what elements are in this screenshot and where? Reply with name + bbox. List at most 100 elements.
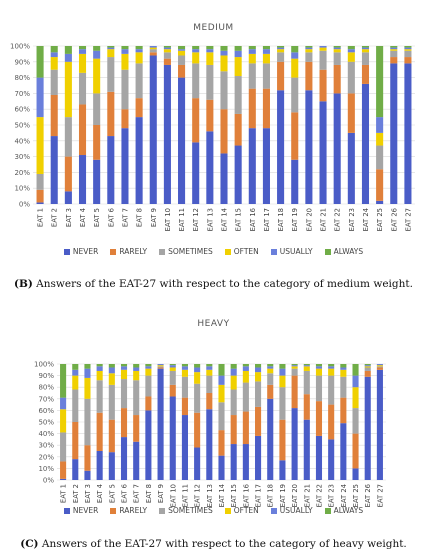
bar-segment-sometimes <box>404 50 412 58</box>
legend-swatch <box>324 508 331 514</box>
bar-segment-usually <box>93 50 101 59</box>
x-tick-label: EAT 15 <box>235 208 243 231</box>
bar-segment-always <box>133 364 140 368</box>
y-tick-label: 40% <box>38 430 54 438</box>
bar-segment-always <box>248 46 256 50</box>
x-tick-label: EAT 24 <box>362 208 370 231</box>
x-tick-label: EAT 26 <box>390 208 398 231</box>
bar-segment-rarely <box>255 406 262 436</box>
x-tick-label: EAT 5 <box>108 484 116 503</box>
bar-segment-always <box>78 46 87 50</box>
x-tick-label: EAT 13 <box>206 208 214 231</box>
bar-segment-never <box>220 153 228 204</box>
legend-label: OFTEN <box>233 247 259 256</box>
bar-segment-never <box>234 145 242 204</box>
x-tick-label: EAT 27 <box>404 208 412 231</box>
bar-segment-never <box>145 410 152 480</box>
bar-segment-rarely <box>163 58 171 65</box>
bar-segment-sometimes <box>135 63 143 99</box>
bar-segment-always <box>84 364 91 369</box>
bar-segment-usually <box>194 367 201 373</box>
bar-segment-often <box>206 369 213 376</box>
bar-segment-usually <box>347 49 355 53</box>
bar-segment-often <box>84 377 91 399</box>
x-tick-label: EAT 7 <box>133 484 141 503</box>
bar-segment-never <box>72 459 79 480</box>
bar-segment-always <box>169 364 176 366</box>
bar-segment-usually <box>78 49 87 54</box>
bar-segment-sometimes <box>319 50 327 70</box>
x-tick-label: EAT 26 <box>364 484 372 507</box>
bar-segment-usually <box>135 49 143 53</box>
bar-segment-often <box>315 368 323 376</box>
bar-segment-usually <box>60 397 67 410</box>
bar-segment-always <box>181 364 188 367</box>
x-tick-label: EAT 17 <box>263 208 271 231</box>
bar-segment-sometimes <box>340 376 347 398</box>
x-tick-label: EAT 4 <box>79 208 87 227</box>
bar-segment-sometimes <box>178 55 186 65</box>
bar-segment-never <box>84 470 91 480</box>
bar-segment-sometimes <box>145 375 152 397</box>
legend-label: OFTEN <box>233 506 259 515</box>
bar-segment-usually <box>181 366 188 370</box>
bar-segment-never <box>328 439 335 480</box>
stacked-bar-chart-medium: 0% 10% 20% 30% 40% 50% 60% 70% 80% 90% 100% EAT 1 EA… <box>10 43 415 231</box>
bar-segment-always <box>218 364 225 376</box>
x-tick-label: EAT 18 <box>277 208 285 231</box>
legend-swatch <box>110 508 117 514</box>
bar-segment-rarely <box>291 112 299 160</box>
bar-segment-usually <box>157 364 164 366</box>
bar-segment-always <box>64 46 72 54</box>
bar-segment-never <box>390 63 398 204</box>
bar-segment-often <box>36 117 44 174</box>
bar-segment-sometimes <box>181 376 188 398</box>
bar-segment-usually <box>376 117 384 133</box>
bar-segment-always <box>279 364 286 369</box>
bar-segment-often <box>149 47 157 50</box>
x-tick-label: EAT 4 <box>96 484 104 503</box>
legend-item: SOMETIMES <box>159 506 213 515</box>
x-tick-label: EAT 3 <box>65 208 73 227</box>
bar-segment-rarely <box>376 169 384 201</box>
legend-item: RARELY <box>110 247 147 256</box>
bar-segment-never <box>133 441 140 480</box>
bar-segment-never <box>194 447 201 480</box>
bar-segment-usually <box>305 47 313 50</box>
bar-segment-usually <box>64 53 72 62</box>
bar-segment-sometimes <box>36 173 44 190</box>
bar-segment-never <box>333 93 341 204</box>
bar-segment-always <box>178 46 186 50</box>
bar-segment-rarely <box>279 419 286 461</box>
bar-segment-rarely <box>181 397 188 416</box>
bar-segment-never <box>376 200 384 204</box>
x-tick-label: EAT 10 <box>164 208 172 231</box>
bar-segment-always <box>305 46 313 48</box>
bar-segment-sometimes <box>84 398 91 446</box>
legend-swatch <box>63 508 70 514</box>
x-tick-label: EAT 11 <box>178 208 186 231</box>
bar-segment-sometimes <box>93 93 101 125</box>
bar-segment-never <box>303 419 310 480</box>
bar-segment-never <box>242 444 249 480</box>
bar-segment-usually <box>340 367 347 370</box>
x-tick-label: EAT 18 <box>267 484 275 507</box>
y-tick-label: 40% <box>14 137 30 145</box>
bar-segment-never <box>262 128 270 204</box>
bar-segment-always <box>352 364 359 376</box>
bar-segment-often <box>157 365 164 367</box>
legend-item: OFTEN <box>224 506 259 515</box>
bar-segment-often <box>220 55 228 72</box>
bar-segment-usually <box>291 52 299 59</box>
bar-segment-rarely <box>340 397 347 424</box>
bar-segment-never <box>315 435 323 480</box>
legend-label: ALWAYS <box>333 506 364 515</box>
legend-swatch <box>324 249 331 255</box>
x-tick-label: EAT 11 <box>181 484 189 507</box>
bar-segment-often <box>64 61 72 118</box>
bar-segment-never <box>206 131 214 204</box>
bar-segment-always <box>376 46 384 118</box>
bar-segment-always <box>93 46 101 51</box>
x-tick-label: EAT 25 <box>352 484 360 507</box>
bar-segment-sometimes <box>267 373 274 385</box>
